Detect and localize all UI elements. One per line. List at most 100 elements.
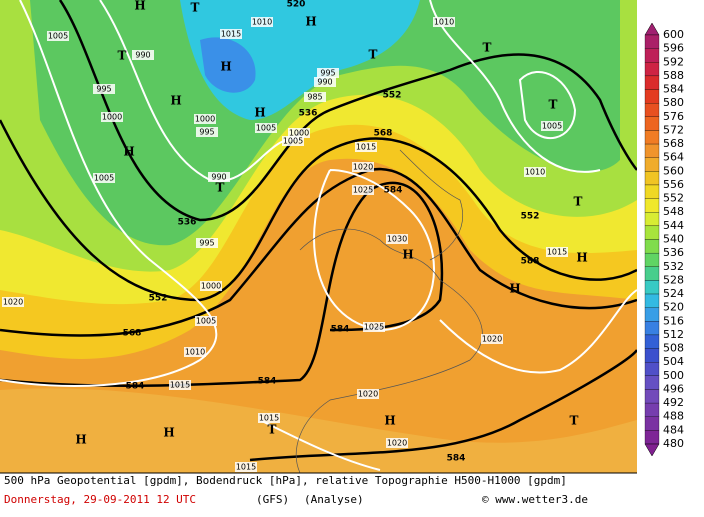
geopotential-label: 584 bbox=[384, 186, 403, 196]
isobar-label: 1015 bbox=[259, 414, 279, 423]
footer-line: 500 hPa Geopotential [gpdm], Bodendruck … bbox=[4, 474, 567, 487]
isobar-label: 1000 bbox=[102, 113, 122, 122]
isobar bbox=[259, 419, 381, 471]
label-box bbox=[196, 238, 218, 248]
label-box bbox=[352, 162, 374, 172]
low-marker: T bbox=[549, 98, 558, 112]
isobar-label: 990 bbox=[317, 78, 332, 87]
colorbar-segment bbox=[644, 362, 660, 376]
geopotential-label: 584 bbox=[258, 377, 277, 387]
isobar-label: 1005 bbox=[283, 137, 303, 146]
colorbar-label: 524 bbox=[663, 287, 684, 300]
colorbar-segment bbox=[644, 389, 660, 404]
colorbar-label: 588 bbox=[663, 69, 684, 82]
label-box bbox=[546, 247, 568, 257]
colorbar-segment bbox=[644, 34, 660, 49]
isobar bbox=[429, 0, 601, 173]
colorbar-segment bbox=[644, 171, 660, 186]
label-box bbox=[363, 322, 385, 332]
low-marker: T bbox=[574, 195, 583, 209]
label-box bbox=[93, 84, 115, 94]
isobar-label: 995 bbox=[320, 69, 335, 78]
colorbar-segment bbox=[644, 48, 660, 63]
colorbar-segment bbox=[644, 252, 660, 267]
footer-copyright: © www.wetter3.de bbox=[482, 493, 588, 506]
colorbar-label: 496 bbox=[663, 382, 684, 395]
colorbar-segment bbox=[644, 293, 660, 308]
label-box bbox=[220, 29, 242, 39]
coastline bbox=[399, 149, 463, 261]
geopotential-label: 552 bbox=[383, 91, 402, 101]
high-marker: H bbox=[220, 60, 231, 74]
label-box bbox=[208, 172, 230, 182]
colorbar-label: 520 bbox=[663, 301, 684, 314]
isobar-label: 1020 bbox=[387, 439, 407, 448]
colorbar-label: 564 bbox=[663, 151, 684, 164]
geopotential-label: 584 bbox=[331, 325, 350, 335]
contour-line bbox=[0, 167, 638, 337]
label-box bbox=[184, 347, 206, 357]
isobar-label: 995 bbox=[199, 128, 214, 137]
high-marker: H bbox=[170, 94, 181, 108]
footer-date: Donnerstag, 29-09-2011 12 UTC bbox=[4, 493, 196, 506]
low-marker: T bbox=[216, 181, 225, 195]
contour-line bbox=[249, 349, 639, 462]
label-box bbox=[101, 112, 123, 122]
colorbar-segment bbox=[644, 157, 660, 172]
isobar-label: 990 bbox=[135, 51, 150, 60]
isobar-label: 1015 bbox=[221, 30, 241, 39]
label-box bbox=[314, 77, 336, 87]
label-box bbox=[433, 17, 455, 27]
colorbar-segment bbox=[644, 348, 660, 363]
colorbar-label: 500 bbox=[663, 369, 684, 382]
footer-model: (GFS) bbox=[256, 493, 289, 506]
isobar-label: 1025 bbox=[364, 323, 384, 332]
isobar-label: 1020 bbox=[358, 390, 378, 399]
colorbar-segment bbox=[644, 375, 660, 390]
label-box bbox=[47, 31, 69, 41]
colorbar-segment bbox=[644, 75, 660, 90]
isobar-label: 1015 bbox=[356, 143, 376, 152]
low-marker: T bbox=[118, 49, 127, 63]
label-box bbox=[235, 462, 257, 472]
label-box bbox=[169, 380, 191, 390]
colorbar-segment bbox=[644, 212, 660, 227]
label-box bbox=[255, 123, 277, 133]
isobar-label: 1000 bbox=[201, 282, 221, 291]
low-marker: T bbox=[268, 423, 277, 437]
isobar bbox=[518, 70, 577, 140]
isobar-label: 1015 bbox=[236, 463, 256, 472]
isobar-label: 1015 bbox=[547, 248, 567, 257]
label-box bbox=[386, 234, 408, 244]
isobar-label: 1005 bbox=[542, 122, 562, 131]
isobar-label: 1000 bbox=[195, 115, 215, 124]
colorbar-segment bbox=[644, 116, 660, 131]
colorbar-label: 592 bbox=[663, 55, 684, 68]
isobar-label: 990 bbox=[211, 173, 226, 182]
label-box bbox=[196, 127, 218, 137]
high-marker: H bbox=[123, 145, 134, 159]
label-box bbox=[524, 167, 546, 177]
high-marker: H bbox=[384, 414, 395, 428]
high-marker: H bbox=[576, 251, 587, 265]
isobar bbox=[439, 289, 638, 374]
colorbar-segment bbox=[644, 62, 660, 77]
colorbar-segment bbox=[644, 143, 660, 158]
map-zone bbox=[200, 37, 256, 93]
colorbar-segment bbox=[644, 266, 660, 281]
colorbar-segment bbox=[644, 430, 660, 445]
isobar-label: 1005 bbox=[94, 174, 114, 183]
map-zone bbox=[0, 388, 637, 473]
high-marker: H bbox=[75, 433, 86, 447]
geopotential-label: 568 bbox=[123, 329, 142, 339]
colorbar-label: 552 bbox=[663, 192, 684, 205]
colorbar-segment bbox=[644, 184, 660, 199]
low-marker: T bbox=[191, 1, 200, 15]
label-box bbox=[357, 389, 379, 399]
colorbar-label: 600 bbox=[663, 28, 684, 41]
low-marker: T bbox=[369, 48, 378, 62]
label-box bbox=[194, 114, 216, 124]
colorbar-segment bbox=[644, 198, 660, 213]
geopotential-label: 536 bbox=[178, 218, 197, 228]
colorbar-label: 484 bbox=[663, 423, 684, 436]
